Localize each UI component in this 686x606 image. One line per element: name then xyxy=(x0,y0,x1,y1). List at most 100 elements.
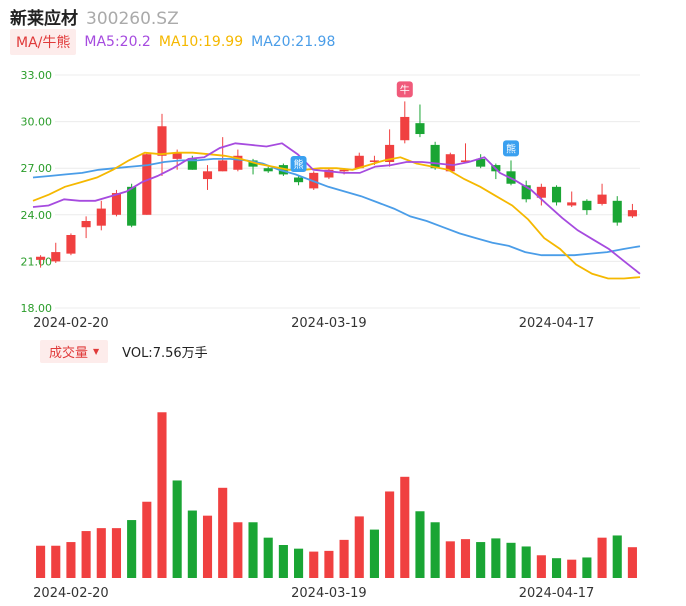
volume-bar xyxy=(157,412,167,578)
stock-code: 300260.SZ xyxy=(86,9,179,29)
candle-body xyxy=(521,185,531,200)
signal-badges: 熊 牛熊 xyxy=(290,81,520,172)
volume-bar xyxy=(294,548,304,578)
ma20-legend: MA20:21.98 xyxy=(251,34,336,50)
badge-shape xyxy=(290,155,307,172)
candle-body xyxy=(218,160,228,172)
volume-indicator-selector[interactable]: 成交量 ▼ xyxy=(40,339,109,363)
bear-icon: 熊 xyxy=(290,155,307,172)
date-tick-label: 2024-03-19 xyxy=(291,316,367,331)
candle xyxy=(127,183,137,228)
volume-bar xyxy=(430,522,440,578)
volume-bar xyxy=(81,531,91,578)
candle-body xyxy=(81,221,91,228)
y-tick-label: 18.00 xyxy=(21,302,53,315)
volume-bar xyxy=(354,516,364,578)
candle xyxy=(445,152,455,172)
volume-value: VOL:7.56万手 xyxy=(122,345,208,361)
volume-bar xyxy=(278,545,288,578)
candle-body xyxy=(536,186,546,198)
candle xyxy=(294,175,304,186)
y-tick-label: 33.00 xyxy=(21,69,53,82)
volume-bar xyxy=(339,539,349,578)
candle-body xyxy=(233,155,243,170)
candle xyxy=(567,191,577,208)
volume-date-axis: 2024-02-20 2024-03-19 2024-04-17 xyxy=(33,586,594,601)
candle-body xyxy=(582,200,592,211)
ma-lines xyxy=(32,142,641,280)
candle-body xyxy=(187,158,197,170)
candle-body xyxy=(430,144,440,169)
candle-body xyxy=(66,234,76,254)
candle-body xyxy=(476,158,486,167)
volume-bar xyxy=(172,480,182,578)
candle xyxy=(354,152,364,169)
candle xyxy=(506,160,516,186)
volume-bar xyxy=(248,522,258,578)
bull-icon: 牛 xyxy=(396,81,413,98)
y-tick-label: 24.00 xyxy=(21,209,53,222)
candle-body xyxy=(324,169,334,178)
volume-bar xyxy=(111,528,122,578)
candle-body xyxy=(597,194,607,204)
volume-bar xyxy=(218,487,228,578)
volume-bar xyxy=(36,545,46,578)
candle-body xyxy=(294,177,304,183)
price-date-axis: 2024-02-20 2024-03-19 2024-04-17 xyxy=(33,316,594,331)
volume-bar xyxy=(385,491,395,578)
candle xyxy=(142,152,152,215)
candle-body xyxy=(354,155,364,169)
candle-body xyxy=(339,169,349,172)
volume-bar xyxy=(476,542,486,578)
candle xyxy=(476,154,486,169)
date-tick-label: 2024-04-17 xyxy=(519,586,595,601)
candle xyxy=(157,113,167,176)
volume-bar xyxy=(597,537,607,578)
candle-body xyxy=(400,116,410,141)
candle xyxy=(415,104,425,138)
candle-body xyxy=(202,171,213,180)
badge-shape xyxy=(396,81,413,98)
badge-label: 熊 xyxy=(506,142,516,155)
volume-bar xyxy=(445,541,455,578)
candle xyxy=(96,200,106,231)
volume-bar xyxy=(187,510,197,578)
volume-bar xyxy=(506,542,516,578)
caret-down-icon: ▼ xyxy=(93,346,100,356)
volume-bar xyxy=(521,546,531,578)
badge-label: 熊 xyxy=(294,158,304,171)
candle xyxy=(400,101,410,144)
ma10-legend: MA10:19.99 xyxy=(158,34,244,50)
candle xyxy=(263,166,273,173)
candle-body xyxy=(460,160,471,162)
volume-bar xyxy=(202,515,213,578)
volume-bar xyxy=(127,520,137,578)
stock-header: 新莱应材 300260.SZ xyxy=(10,4,179,30)
volume-bar xyxy=(415,511,425,578)
date-tick-label: 2024-02-20 xyxy=(33,316,109,331)
candle xyxy=(202,165,213,190)
candle xyxy=(324,168,334,180)
candle-body xyxy=(248,160,258,167)
y-tick-label: 30.00 xyxy=(21,116,53,129)
candle xyxy=(51,242,61,263)
ma10-line xyxy=(32,151,641,280)
candle xyxy=(612,196,622,226)
candle xyxy=(218,137,228,172)
ma-indicator-selector[interactable]: MA/牛熊 xyxy=(10,29,77,55)
candle-body xyxy=(96,208,106,226)
volume-bar xyxy=(627,547,637,578)
volume-bar xyxy=(567,559,577,578)
volume-bar xyxy=(460,539,471,578)
volume-bar xyxy=(51,545,61,578)
candle-body xyxy=(551,186,562,203)
volume-bar xyxy=(612,535,622,578)
ma20-line xyxy=(32,157,641,257)
candle-body xyxy=(157,126,167,156)
volume-bar xyxy=(309,551,319,578)
volume-series xyxy=(36,412,637,578)
volume-bar xyxy=(324,550,334,578)
date-tick-label: 2024-03-19 xyxy=(291,586,367,601)
